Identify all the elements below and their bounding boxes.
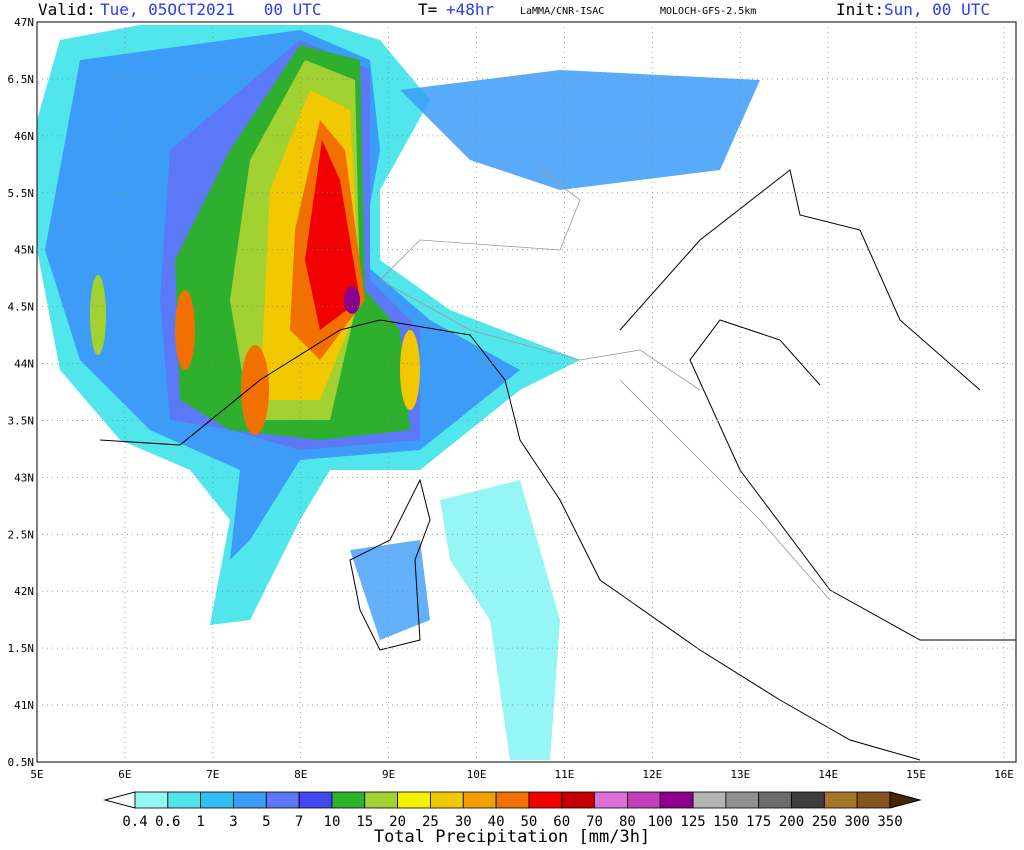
colorbar-box bbox=[791, 791, 825, 809]
colorbar-box bbox=[200, 791, 234, 809]
colorbar-box bbox=[561, 791, 595, 809]
map-frame bbox=[36, 21, 1017, 763]
colorbar-box bbox=[331, 791, 366, 809]
lon-label: 6E bbox=[118, 768, 131, 781]
lon-label: 7E bbox=[206, 768, 219, 781]
lat-label: 4.5N bbox=[8, 301, 35, 314]
colorbar-label: 10 bbox=[324, 814, 341, 830]
colorbar-box bbox=[528, 791, 563, 809]
lon-label: 11E bbox=[555, 768, 575, 781]
lon-label: 5E bbox=[30, 768, 43, 781]
colorbar-label: 20 bbox=[389, 814, 406, 830]
t-value: +48hr bbox=[446, 0, 495, 19]
colorbar-box bbox=[265, 791, 300, 809]
lon-label: 9E bbox=[382, 768, 395, 781]
colorbar-box bbox=[495, 791, 530, 809]
colorbar-box bbox=[430, 791, 464, 809]
init-label: Init: bbox=[836, 0, 884, 19]
colorbar-label: 3 bbox=[229, 814, 237, 830]
colorbar-label: 150 bbox=[713, 814, 738, 830]
colorbar-label: 30 bbox=[455, 814, 472, 830]
lon-label: 12E bbox=[642, 768, 662, 781]
colorbar-label: 7 bbox=[295, 814, 303, 830]
colorbar-box bbox=[856, 791, 891, 809]
lat-label: 42N bbox=[14, 585, 34, 598]
lon-label: 14E bbox=[818, 768, 838, 781]
precipitation bbox=[37, 25, 760, 760]
lat-label: 6.5N bbox=[8, 73, 35, 86]
lat-label: 47N bbox=[14, 16, 34, 29]
colorbar-label: 60 bbox=[553, 814, 570, 830]
colorbar-box bbox=[594, 791, 628, 809]
borders bbox=[379, 169, 831, 601]
lat-label: 46N bbox=[14, 130, 34, 143]
colorbar-label: 1 bbox=[196, 814, 204, 830]
colorbar-label: 125 bbox=[680, 814, 705, 830]
colorbar-label: 15 bbox=[356, 814, 373, 830]
colorbar-box bbox=[298, 791, 333, 809]
colorbar-label: 70 bbox=[586, 814, 603, 830]
colorbar-box bbox=[364, 791, 399, 809]
lat-label: 0.5N bbox=[8, 756, 35, 769]
lon-label: 10E bbox=[467, 768, 487, 781]
colorbar-label: 300 bbox=[845, 814, 870, 830]
colorbar-label: 200 bbox=[779, 814, 804, 830]
colorbar-label: 250 bbox=[812, 814, 837, 830]
colorbar-box bbox=[233, 791, 267, 809]
coastlines bbox=[99, 169, 1016, 761]
map-area bbox=[37, 25, 1016, 761]
colorbar-title: Total Precipitation [mm/3h] bbox=[374, 827, 650, 847]
valid-label: Valid: bbox=[38, 0, 96, 19]
colorbar-box bbox=[134, 791, 169, 809]
colorbar-label: 25 bbox=[422, 814, 439, 830]
colorbar-label: 80 bbox=[619, 814, 636, 830]
colorbar-label: 175 bbox=[746, 814, 771, 830]
lon-label: 13E bbox=[730, 768, 750, 781]
colorbar-label: 40 bbox=[488, 814, 505, 830]
lat-label: 3.5N bbox=[8, 414, 35, 427]
init-value: Sun, 00 UTC bbox=[884, 0, 990, 19]
colorbar-box bbox=[462, 791, 497, 809]
lon-label: 16E bbox=[994, 768, 1014, 781]
colorbar-label: 5 bbox=[262, 814, 270, 830]
lat-label: 5.5N bbox=[8, 187, 35, 200]
lat-label: 44N bbox=[14, 358, 34, 371]
lat-label: 45N bbox=[14, 244, 34, 257]
valid-value: Tue, 05OCT2021 00 UTC bbox=[100, 0, 322, 19]
colorbar-box bbox=[692, 791, 727, 809]
lon-label: 15E bbox=[906, 768, 926, 781]
lat-label: 2.5N bbox=[8, 528, 35, 541]
lat-label: 1.5N bbox=[8, 642, 35, 655]
lon-label: 8E bbox=[294, 768, 307, 781]
colorbar-label: 0.4 bbox=[122, 814, 147, 830]
colorbar-box bbox=[758, 791, 792, 809]
colorbar-box bbox=[659, 791, 694, 809]
colorbar-box bbox=[823, 791, 858, 809]
colorbar-label: 0.6 bbox=[155, 814, 180, 830]
colorbar-box bbox=[626, 791, 661, 809]
model: MOLOCH-GFS-2.5km bbox=[660, 6, 756, 17]
t-label: T= bbox=[418, 0, 437, 19]
source: LaMMA/CNR-ISAC bbox=[520, 6, 604, 17]
colorbar-box bbox=[725, 791, 760, 809]
colorbar-end bbox=[889, 791, 922, 809]
lat-label: 43N bbox=[14, 471, 34, 484]
colorbar-label: 100 bbox=[648, 814, 673, 830]
colorbar-label: 50 bbox=[520, 814, 537, 830]
colorbar-box bbox=[167, 791, 202, 809]
colorbar-label: 350 bbox=[877, 814, 902, 830]
lat-label: 41N bbox=[14, 699, 34, 712]
colorbar-end bbox=[103, 791, 136, 809]
colorbar-box bbox=[397, 791, 431, 809]
